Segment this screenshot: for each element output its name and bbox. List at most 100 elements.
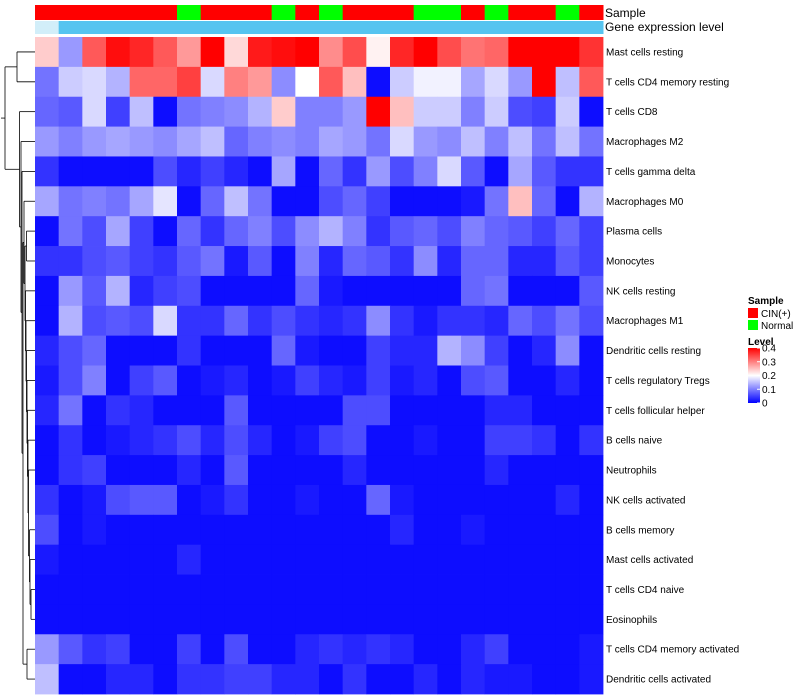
sample-cell [295, 5, 320, 20]
heatmap-cell [366, 216, 391, 247]
heatmap-cell [532, 186, 557, 217]
heatmap-cell [579, 275, 604, 307]
heatmap-cell [437, 664, 462, 695]
heatmap-cell [224, 574, 249, 605]
heatmap-cell [224, 604, 249, 635]
gene-track-cell [82, 21, 107, 34]
heatmap-cell [200, 186, 225, 217]
heatmap-cell [295, 156, 320, 187]
gene-track-cell [248, 21, 273, 34]
heatmap-cell [35, 335, 60, 366]
heatmap-cell [106, 634, 131, 665]
heatmap-cell [390, 634, 415, 665]
heatmap-cell [484, 425, 509, 456]
sample-cell [390, 5, 415, 20]
heatmap-cell [413, 96, 438, 127]
heatmap-cell [342, 455, 367, 486]
heatmap-cell [342, 305, 367, 337]
heatmap-cell [82, 484, 107, 516]
legend-sample-title: Sample [748, 296, 784, 307]
heatmap-cell [295, 634, 320, 665]
heatmap-cell [319, 664, 344, 695]
heatmap-cell [413, 664, 438, 695]
heatmap-cell [319, 246, 344, 277]
heatmap-cell [508, 156, 533, 187]
heatmap-cell [532, 66, 557, 98]
heatmap-cell [532, 216, 557, 247]
legend-tick-label: 0.1 [762, 385, 776, 396]
heatmap-cell [437, 395, 462, 426]
heatmap-cell [437, 634, 462, 665]
heatmap-cell [129, 604, 154, 635]
heatmap-cell [390, 425, 415, 456]
heatmap-cell [319, 455, 344, 486]
heatmap-cell [129, 425, 154, 456]
sample-cell [58, 5, 83, 20]
gene-track-cell [319, 21, 344, 34]
heatmap-cell [106, 455, 131, 486]
heatmap-cell [35, 514, 60, 546]
heatmap-cell [248, 335, 273, 366]
heatmap-cell [508, 425, 533, 456]
heatmap-cell [58, 216, 83, 247]
heatmap-cell [461, 335, 486, 366]
heatmap-cell [555, 395, 580, 426]
heatmap-cell [461, 37, 486, 68]
row-labels: Mast cells resting T cells CD4 memory res… [606, 47, 739, 685]
gene-track-cell [153, 21, 178, 34]
heatmap-cell [200, 455, 225, 486]
heatmap-cell [153, 96, 178, 127]
heatmap-cell [224, 37, 249, 68]
heatmap-cell [461, 66, 486, 98]
heatmap-cell [177, 544, 202, 575]
heatmap-cell [413, 395, 438, 426]
heatmap-cell [413, 335, 438, 366]
heatmap-cell [319, 37, 344, 68]
sample-cell [461, 5, 486, 20]
heatmap-cell [153, 395, 178, 426]
heatmap-cell [129, 335, 154, 366]
heatmap-cell [413, 604, 438, 635]
heatmap-cell [366, 455, 391, 486]
heatmap-cell [271, 275, 296, 307]
heatmap-cell [437, 246, 462, 277]
heatmap-cell [461, 455, 486, 486]
heatmap-cell [508, 186, 533, 217]
heatmap-cell [413, 544, 438, 575]
heatmap-cell [153, 186, 178, 217]
heatmap-cell [200, 604, 225, 635]
heatmap-cell [129, 216, 154, 247]
heatmap-cell [271, 425, 296, 456]
row-label: Mast cells activated [606, 555, 693, 566]
heatmap-cell [200, 544, 225, 575]
heatmap-cell [224, 365, 249, 396]
heatmap-cell [461, 544, 486, 575]
heatmap-cell [555, 126, 580, 157]
heatmap-cell [579, 37, 604, 68]
heatmap-cell [82, 96, 107, 127]
heatmap-cell [366, 275, 391, 307]
heatmap-cell [200, 634, 225, 665]
row-label: B cells memory [606, 525, 674, 536]
heatmap-cell [200, 574, 225, 605]
heatmap-cell [58, 664, 83, 695]
heatmap-cell [555, 664, 580, 695]
heatmap-cell [390, 484, 415, 516]
heatmap-cell [271, 186, 296, 217]
heatmap-cell [390, 126, 415, 157]
heatmap-cell [390, 664, 415, 695]
heatmap-cell [295, 275, 320, 307]
heatmap-cell [413, 305, 438, 337]
row-label: T cells CD4 memory activated [606, 645, 739, 656]
heatmap-cell [153, 66, 178, 98]
sample-cell [129, 5, 154, 20]
heatmap-cell [484, 604, 509, 635]
heatmap-cell [366, 246, 391, 277]
heatmap-cell [484, 305, 509, 337]
heatmap-cell [224, 395, 249, 426]
heatmap-cell [248, 395, 273, 426]
gene-track-label: Gene expression level [605, 20, 724, 34]
heatmap-cell [342, 634, 367, 665]
heatmap-cell [200, 156, 225, 187]
heatmap-cell [295, 574, 320, 605]
